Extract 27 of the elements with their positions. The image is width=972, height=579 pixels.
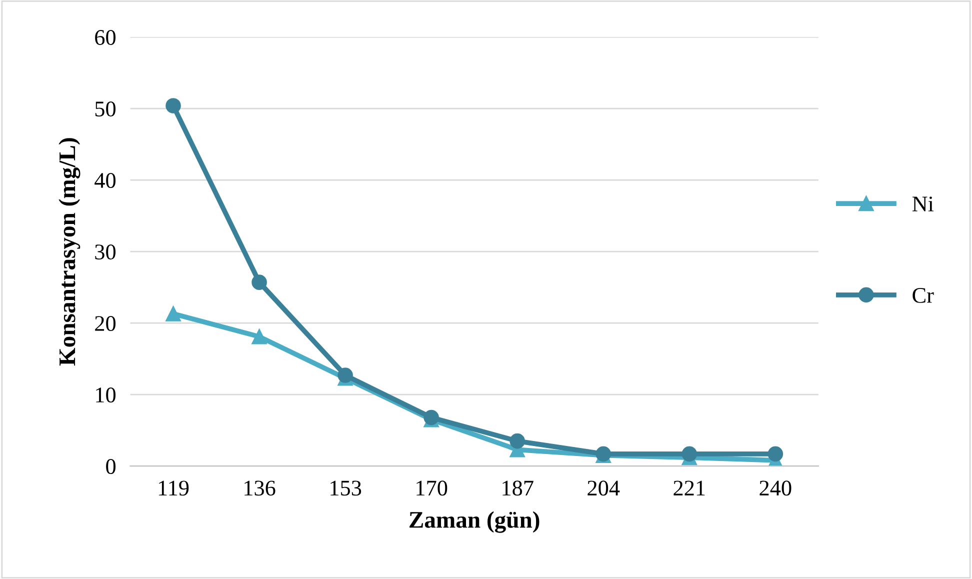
x-tick-label: 153 bbox=[330, 480, 362, 496]
x-axis-title: Zaman (gün) bbox=[410, 511, 540, 533]
point bbox=[338, 368, 353, 383]
x-tick-label: 136 bbox=[244, 480, 276, 496]
y-tick-label: 10 bbox=[96, 388, 116, 403]
point bbox=[682, 446, 698, 462]
y-tick-label: 30 bbox=[95, 244, 116, 260]
x-tick-label: 187 bbox=[502, 480, 534, 496]
y-tick-label: 60 bbox=[95, 30, 116, 45]
point bbox=[768, 446, 784, 462]
x-tick-label: 119 bbox=[158, 480, 189, 496]
x-tick-label: 204 bbox=[588, 480, 620, 496]
point bbox=[166, 306, 181, 322]
x-tick-label: 170 bbox=[416, 480, 448, 496]
point bbox=[166, 98, 181, 114]
y-tick-label: 40 bbox=[94, 173, 116, 188]
point bbox=[252, 274, 267, 290]
x-tick-label: 240 bbox=[760, 480, 792, 496]
legend-label: Ni bbox=[912, 196, 934, 212]
y-axis-title: Konsantrasyon (mg/L) bbox=[58, 138, 80, 366]
point bbox=[252, 329, 267, 344]
x-tick-label: 221 bbox=[674, 480, 705, 496]
y-tick-label: 20 bbox=[95, 316, 116, 332]
y-tick-label: 0 bbox=[106, 459, 116, 474]
point bbox=[510, 433, 525, 449]
y-tick-label: 50 bbox=[95, 101, 116, 116]
legend-label: Cr bbox=[912, 288, 934, 303]
